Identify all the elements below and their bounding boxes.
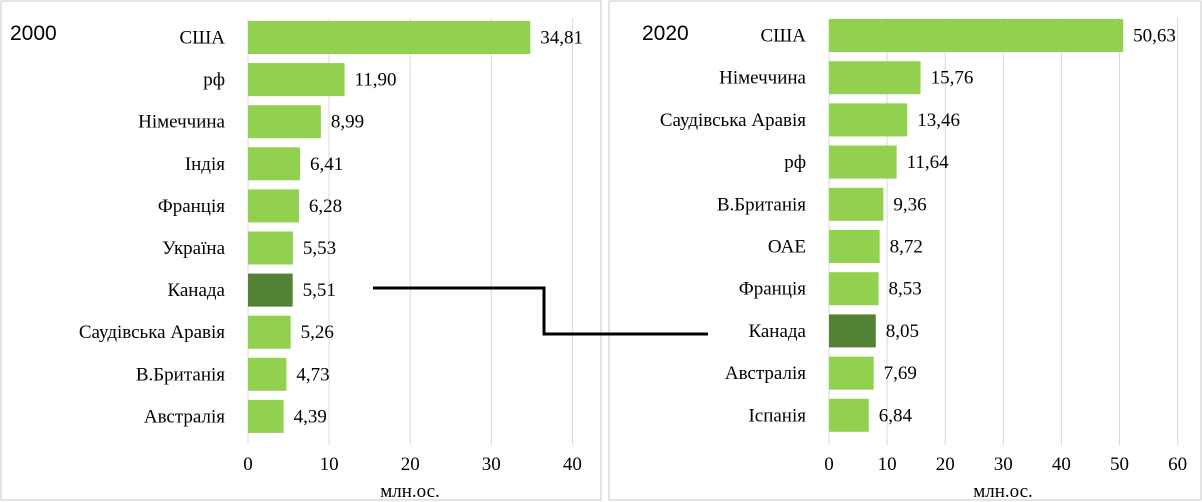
x-tick-label: 10 — [320, 454, 339, 475]
chart-frame — [0, 0, 602, 501]
x-axis-label: млн.ос. — [973, 481, 1033, 502]
value-label: 15,76 — [931, 68, 974, 89]
category-label: Саудівська Аравія — [660, 110, 806, 131]
bar-австралія — [248, 399, 284, 433]
category-label: рф — [784, 152, 806, 173]
chart-title: 2020 — [642, 22, 689, 45]
x-tick-label: 40 — [563, 454, 582, 475]
value-label: 11,64 — [907, 152, 950, 173]
value-label: 7,69 — [884, 363, 917, 384]
bar-оае — [829, 230, 880, 263]
x-tick-label: 0 — [824, 454, 834, 475]
bar-німеччина — [248, 105, 321, 139]
value-label: 8,99 — [331, 112, 364, 133]
x-tick-label: 60 — [1168, 454, 1187, 475]
category-label: Франція — [739, 279, 807, 300]
x-tick-label: 0 — [243, 454, 253, 475]
value-label: 8,53 — [889, 279, 922, 300]
chart-frame — [608, 0, 1202, 501]
category-label: Канада — [748, 321, 806, 342]
category-label: Україна — [162, 238, 225, 259]
category-label: Австралія — [725, 363, 806, 384]
bar-франція — [248, 189, 299, 223]
value-label: 6,41 — [310, 154, 343, 175]
value-label: 4,73 — [296, 364, 329, 385]
category-label: В.Британія — [136, 364, 225, 385]
category-label: В.Британія — [717, 194, 806, 215]
value-label: 6,28 — [309, 196, 342, 217]
bar-австралія — [829, 356, 874, 390]
value-label: 5,26 — [301, 322, 334, 343]
value-label: 5,53 — [303, 238, 336, 259]
x-tick-label: 20 — [936, 454, 955, 475]
bar-рф — [829, 145, 897, 179]
bar-франція — [829, 272, 879, 306]
bar-саудівська-аравія — [829, 103, 908, 137]
bar-в-британія — [248, 357, 287, 391]
bar-в-британія — [829, 187, 884, 221]
bar-іспанія — [829, 398, 869, 432]
x-tick-label: 40 — [1052, 454, 1071, 475]
value-label: 5,51 — [303, 280, 336, 301]
x-tick-label: 30 — [482, 454, 501, 475]
category-label: Австралія — [144, 406, 225, 427]
x-tick-label: 20 — [401, 454, 420, 475]
x-tick-label: 30 — [994, 454, 1013, 475]
chart-2020: 0 10 20 30 40 50 60 США 50,63 Німеччина 15,76 Сауді… — [608, 0, 1202, 502]
category-label: США — [179, 28, 225, 49]
bar-саудівська-аравія — [248, 315, 291, 349]
bar-сша — [248, 21, 531, 54]
bar-німеччина — [829, 61, 921, 95]
bar-канада — [248, 273, 293, 307]
value-label: 4,39 — [294, 406, 327, 427]
bar-індія — [248, 147, 300, 181]
value-label: 11,90 — [355, 70, 397, 91]
category-label: ОАЕ — [768, 237, 806, 258]
chart-2000: 0 10 20 30 40 США 34,81 рф 11,90 Німеччина 8,99 Інд… — [0, 0, 602, 502]
chart-title: 2000 — [10, 22, 57, 45]
category-label: США — [760, 26, 806, 47]
value-label: 6,84 — [879, 405, 913, 426]
category-label: Канада — [167, 280, 225, 301]
category-label: Індія — [185, 154, 225, 175]
category-label: Франція — [158, 196, 226, 217]
x-axis-label: млн.ос. — [380, 481, 440, 502]
bar-канада — [829, 314, 876, 348]
x-tick-label: 50 — [1110, 454, 1129, 475]
category-label: рф — [203, 70, 225, 91]
value-label: 8,05 — [886, 321, 919, 342]
category-label: Німеччина — [138, 112, 225, 133]
value-label: 8,72 — [890, 237, 923, 258]
bar-україна — [248, 231, 293, 265]
value-label: 9,36 — [893, 194, 926, 215]
category-label: Саудівська Аравія — [79, 322, 225, 343]
value-label: 34,81 — [540, 28, 583, 49]
x-tick-label: 10 — [878, 454, 897, 475]
value-label: 50,63 — [1133, 26, 1176, 47]
canada-connector-line — [373, 286, 708, 336]
bar-рф — [248, 63, 345, 97]
bar-сша — [829, 19, 1124, 52]
category-label: Німеччина — [719, 68, 806, 89]
category-label: Іспанія — [748, 405, 806, 426]
value-label: 13,46 — [917, 110, 960, 131]
